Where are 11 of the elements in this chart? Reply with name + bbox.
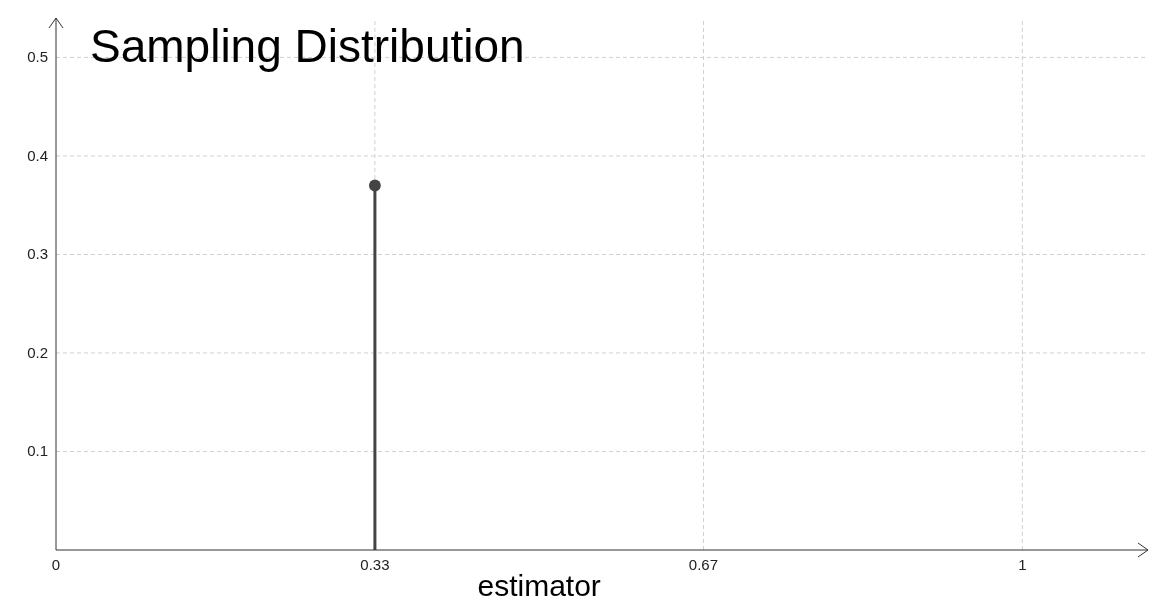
x-tick-label: 0.67: [688, 556, 719, 573]
y-tick-label: 0.3: [27, 245, 48, 263]
y-tick-label: 0.4: [27, 146, 48, 164]
x-tick-label: 0: [51, 556, 61, 573]
x-tick-label: 0.33: [360, 556, 390, 573]
x-tick-label: 1: [1018, 556, 1027, 573]
y-tick-label: 0.5: [27, 48, 48, 66]
chart-title: Sampling Distribution: [90, 20, 525, 72]
x-axis-title: estimator: [477, 569, 601, 602]
y-tick-label: 0.2: [27, 343, 48, 361]
y-tick-label: 0.1: [27, 442, 48, 460]
